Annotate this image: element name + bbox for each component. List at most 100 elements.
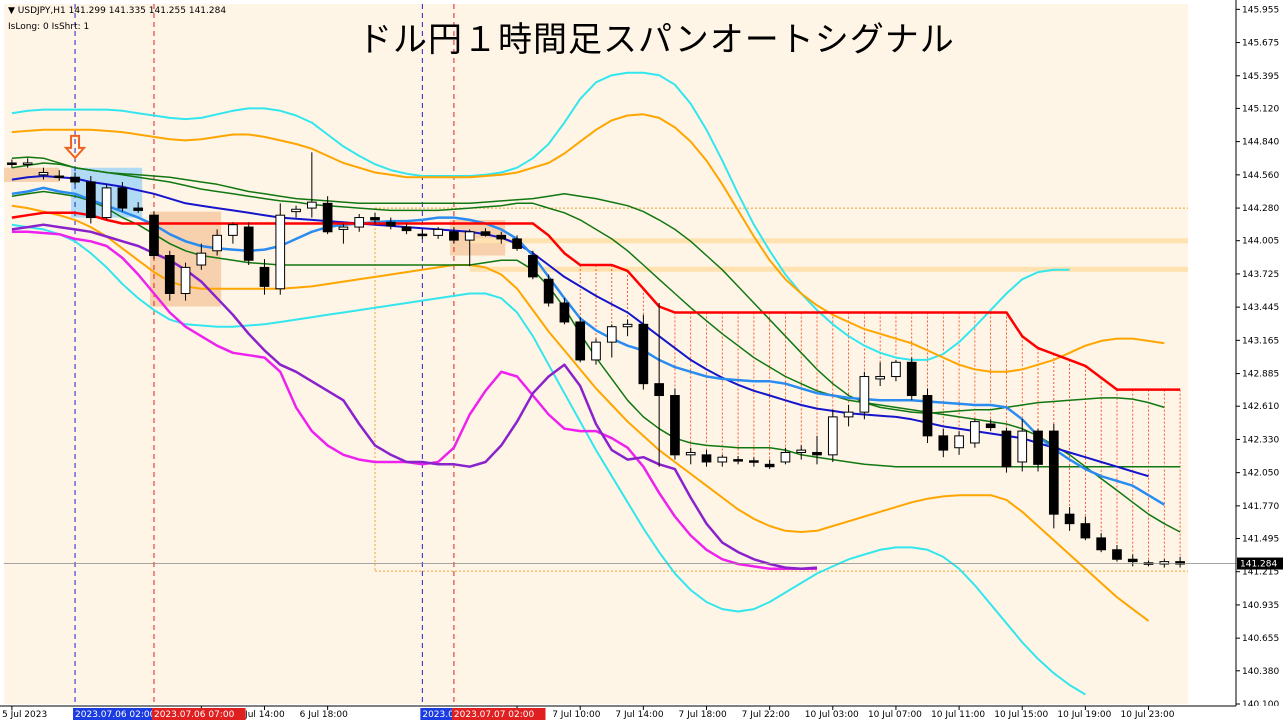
y-tick-label: 140.100	[1242, 700, 1279, 710]
bull-candle	[780, 451, 791, 463]
bull-candle	[101, 187, 112, 219]
bear-candle	[1048, 430, 1059, 515]
red-stop-line	[11, 211, 1181, 391]
bear-candle	[85, 181, 96, 219]
bull-candle	[306, 201, 317, 209]
green-upper-line	[11, 156, 1165, 415]
bear-candle	[575, 321, 586, 361]
signal-status-readout: IsLong: 0 IsShrt: 1	[8, 22, 90, 32]
bear-candle	[733, 459, 743, 462]
x-tick-label: 10 Jul 15:00	[994, 710, 1048, 720]
bear-candle	[417, 233, 428, 237]
orange-lower-band-line	[11, 204, 1150, 622]
bull-candle	[843, 411, 854, 418]
bull-candle	[338, 226, 349, 230]
bull-candle	[796, 449, 807, 453]
bear-candle	[401, 226, 412, 232]
bear-candle	[938, 435, 949, 451]
x-tick-label: 10 Jul 11:00	[931, 710, 985, 720]
y-tick-label: 144.840	[1242, 138, 1279, 148]
bull-candle	[464, 231, 475, 241]
bull-candle	[717, 456, 728, 463]
bear-candle	[496, 234, 507, 240]
bull-candle	[954, 435, 964, 449]
bear-candle	[1096, 537, 1107, 551]
y-tick-label: 142.885	[1242, 370, 1279, 380]
time-marker-badge	[451, 708, 546, 720]
bear-candle	[985, 423, 996, 429]
bear-candle	[117, 187, 128, 209]
bull-candle	[22, 162, 33, 165]
bull-candle	[212, 234, 222, 252]
bear-candle	[543, 278, 554, 304]
current-price-label: 141.284	[1240, 560, 1277, 570]
bear-candle	[528, 255, 538, 278]
y-tick-label: 145.120	[1242, 104, 1279, 114]
resistance-level-band	[469, 266, 1188, 272]
bear-candle	[1112, 549, 1122, 560]
y-tick-label: 144.560	[1242, 171, 1279, 181]
y-tick-label: 140.655	[1242, 634, 1279, 644]
bear-candle	[480, 231, 491, 236]
time-marker-label: 2023.07.06 02:00	[75, 710, 156, 720]
bear-candle	[1175, 561, 1185, 565]
blue-ma-line	[11, 175, 1149, 478]
y-tick-label: 145.955	[1242, 5, 1279, 15]
bull-candle	[606, 326, 617, 343]
symbol-ohlc-readout: ▼ USDJPY,H1 141.299 141.335 141.255 141.…	[8, 6, 227, 16]
bear-candle	[7, 162, 17, 165]
y-tick-label: 142.050	[1242, 469, 1279, 479]
x-tick-label: 5 Jul 2023	[2, 710, 47, 720]
bull-candle	[827, 416, 838, 456]
bear-candle	[1064, 513, 1075, 525]
x-tick-label: 7 Jul 18:00	[679, 710, 728, 720]
bear-candle	[243, 226, 254, 261]
bear-candle	[670, 395, 680, 456]
time-marker-badge	[420, 708, 458, 720]
bear-candle	[385, 221, 396, 227]
bull-candle	[1159, 561, 1170, 565]
bull-candle	[275, 214, 286, 290]
bear-candle	[70, 176, 80, 183]
bull-candle	[196, 252, 207, 266]
bull-candle	[1017, 430, 1028, 463]
bear-candle	[922, 395, 933, 437]
price-axis-background	[1236, 0, 1283, 728]
y-tick-label: 145.395	[1242, 72, 1279, 82]
bull-candle	[685, 451, 696, 456]
bear-candle	[906, 361, 917, 397]
chart-title: ドル円１時間足スパンオートシグナル	[358, 20, 955, 60]
y-tick-label: 140.935	[1242, 601, 1279, 611]
y-tick-label: 143.165	[1242, 336, 1279, 346]
sell-arrow-icon	[63, 134, 87, 160]
bull-candle	[433, 228, 443, 236]
bull-candle	[291, 208, 301, 213]
bear-candle	[638, 323, 649, 385]
bear-candle	[1033, 430, 1043, 465]
bear-candle	[764, 463, 775, 468]
bear-candle	[164, 255, 175, 294]
x-tick-label: 10 Jul 19:00	[1057, 710, 1111, 720]
x-tick-label: 6 Jul 14:00	[236, 710, 285, 720]
orange-upper-band-line	[11, 113, 1165, 373]
x-tick-label: 10 Jul 03:00	[805, 710, 859, 720]
bear-candle	[1127, 558, 1138, 563]
x-tick-label: 7 Jul 10:00	[552, 710, 601, 720]
entry-zone-2	[449, 219, 506, 256]
cyan-lower-band-line	[11, 223, 1086, 696]
bear-candle	[512, 238, 522, 249]
bear-candle	[749, 460, 759, 463]
time-marker-badge	[151, 708, 246, 720]
bear-candle	[449, 231, 459, 241]
bear-candle	[701, 454, 712, 463]
bear-candle	[1080, 523, 1091, 539]
y-tick-label: 144.005	[1242, 237, 1279, 247]
x-tick-label: 10 Jul 07:00	[868, 710, 922, 720]
y-tick-label: 142.330	[1242, 435, 1279, 445]
y-tick-label: 142.610	[1242, 402, 1279, 412]
time-marker-badge	[73, 708, 167, 720]
bear-candle	[322, 202, 333, 233]
bull-candle	[591, 341, 601, 361]
